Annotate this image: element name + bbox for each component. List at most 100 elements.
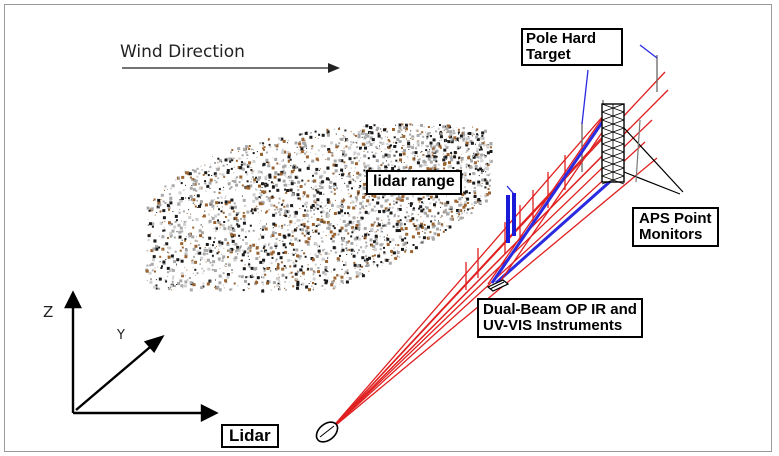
plume-dot	[359, 181, 361, 182]
plume-dot	[214, 214, 218, 218]
plume-dot	[354, 141, 356, 143]
plume-dot	[240, 260, 242, 262]
plume-dot	[354, 226, 358, 230]
plume-dot	[367, 212, 370, 215]
plume-dot	[411, 146, 415, 150]
plume-dot	[417, 231, 420, 235]
plume-dot	[300, 284, 302, 286]
plume-dot	[459, 137, 462, 140]
plume-dot	[246, 180, 249, 183]
plume-dot	[448, 135, 451, 138]
plume-dot	[236, 248, 239, 252]
plume-dot	[483, 141, 485, 143]
plume-dot	[350, 143, 353, 146]
plume-dot	[306, 147, 308, 149]
plume-dot	[310, 235, 312, 237]
plume-dot	[247, 146, 249, 148]
plume-dot	[361, 217, 364, 220]
plume-dot	[484, 163, 487, 166]
plume-dot	[450, 140, 454, 144]
plume-dot	[287, 259, 291, 262]
plume-dot	[463, 176, 466, 179]
plume-dot	[336, 150, 337, 152]
plume-dot	[456, 152, 458, 154]
plume-dot	[317, 138, 319, 139]
plume-dot	[395, 198, 397, 200]
plume-dot	[191, 261, 195, 265]
plume-dot	[321, 240, 324, 243]
plume-dot	[413, 159, 416, 162]
plume-dot	[362, 182, 366, 186]
plume-dot	[237, 147, 241, 151]
plume-dot	[256, 243, 257, 245]
wind-direction-arrow	[122, 63, 340, 73]
plume-dot	[332, 163, 336, 167]
plume-dot	[167, 206, 171, 210]
plume-dot	[440, 214, 443, 217]
plume-dot	[470, 168, 472, 169]
plume-dot	[300, 275, 302, 277]
plume-dot	[420, 222, 424, 226]
plume-dot	[287, 210, 290, 213]
plume-dot	[426, 137, 428, 140]
plume-dot	[335, 145, 339, 149]
plume-dot	[222, 284, 224, 286]
plume-dot	[169, 233, 173, 237]
plume-dot	[217, 213, 220, 216]
plume-dot	[300, 223, 303, 226]
plume-dot	[198, 204, 201, 208]
plume-dot	[400, 227, 404, 231]
plume-dot	[223, 221, 226, 223]
plume-dot	[351, 226, 355, 230]
plume-dot	[230, 247, 234, 251]
plume-dot	[294, 231, 296, 232]
plume-dot	[225, 266, 227, 267]
plume-dot	[299, 152, 301, 154]
plume-dot	[401, 124, 403, 126]
plume-dot	[314, 171, 318, 175]
plume-dot	[361, 250, 365, 254]
plume-dot	[285, 276, 288, 279]
plume-dot	[341, 205, 344, 209]
plume-dot	[174, 221, 177, 223]
plume-dot	[486, 162, 489, 165]
plume-dot	[347, 146, 351, 150]
z-axis-arrow	[64, 290, 82, 309]
plume-dot	[166, 203, 170, 207]
plume-dot	[209, 201, 213, 205]
plume-dot	[315, 255, 319, 258]
plume-dot	[264, 185, 267, 188]
plume-dot	[318, 223, 321, 226]
plume-dot	[257, 208, 259, 210]
plume-dot	[246, 173, 249, 176]
plume-dot	[329, 209, 331, 210]
plume-dot	[381, 131, 382, 133]
plume-dot	[287, 139, 289, 141]
plume-dot	[409, 137, 411, 139]
plume-dot	[247, 251, 250, 254]
plume-dot	[277, 173, 280, 176]
plume-dot	[351, 187, 353, 190]
plume-dot	[471, 203, 473, 205]
plume-dot	[363, 227, 367, 230]
plume-dot	[161, 204, 163, 206]
plume-dot	[184, 255, 188, 259]
plume-dot	[463, 211, 465, 213]
plume-dot	[333, 285, 337, 289]
plume-dot	[483, 129, 487, 133]
plume-dot	[167, 276, 169, 277]
plume-dot	[291, 193, 295, 196]
plume-dot	[468, 207, 471, 210]
plume-dot	[366, 164, 370, 168]
plume-dot	[284, 250, 288, 254]
plume-dot	[284, 183, 288, 187]
plume-dot	[435, 130, 438, 133]
plume-dot	[405, 232, 409, 236]
plume-dot	[162, 229, 165, 232]
plume-dot	[152, 270, 154, 272]
plume-dot	[333, 182, 337, 186]
aps-point-monitors-label: APS Point Monitors	[632, 207, 719, 247]
plume-dot	[207, 174, 210, 177]
plume-dot	[307, 267, 310, 270]
plume-dot	[163, 226, 165, 228]
